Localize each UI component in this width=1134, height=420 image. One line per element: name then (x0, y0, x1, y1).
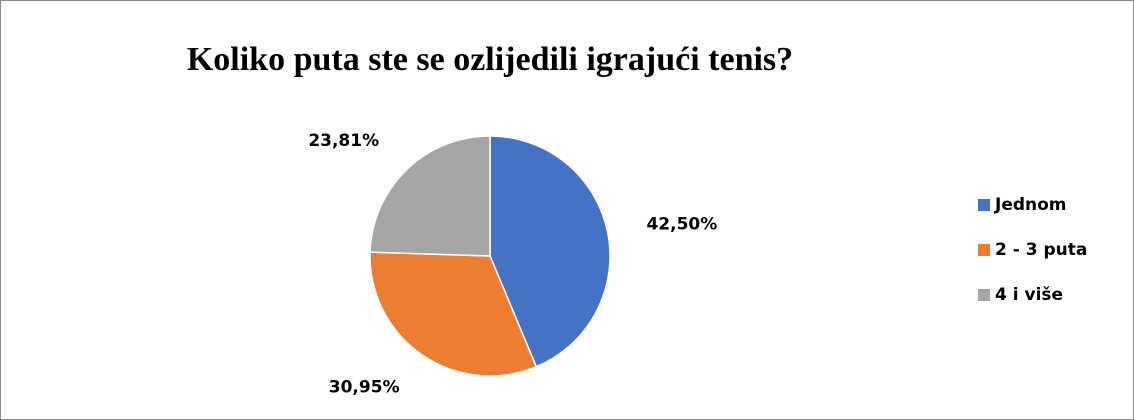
data-label: 42,50% (646, 215, 717, 235)
data-label: 30,95% (329, 378, 400, 398)
pie-slice (369, 135, 491, 257)
chart-title: Koliko puta ste se ozlijedili igrajući t… (187, 41, 793, 78)
pie-slice (369, 251, 538, 377)
legend-swatch (978, 199, 990, 211)
legend-swatch (978, 289, 990, 301)
legend-label: 2 - 3 puta (995, 240, 1087, 260)
legend-swatch (978, 244, 990, 256)
legend-label: 4 i više (995, 285, 1063, 305)
data-label: 23,81% (308, 131, 379, 151)
pie-slice (489, 135, 611, 368)
legend-label: Jednom (994, 195, 1067, 215)
